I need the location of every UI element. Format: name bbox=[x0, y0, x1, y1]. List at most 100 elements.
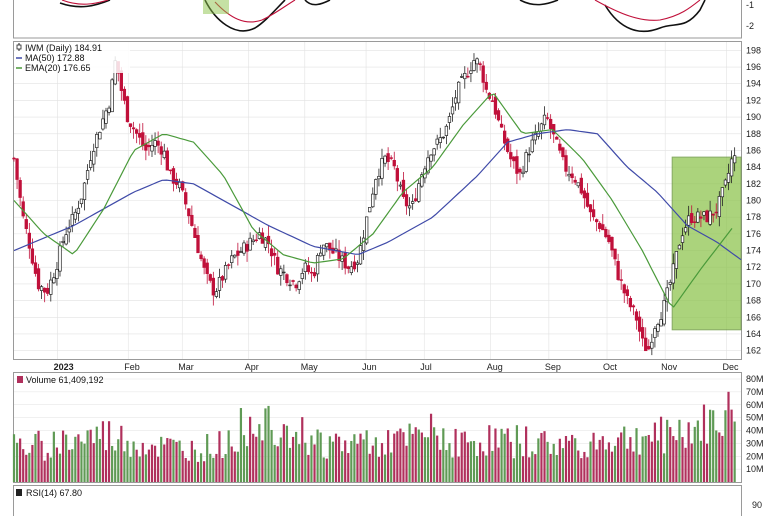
candle bbox=[588, 204, 593, 213]
volume-bar bbox=[316, 429, 319, 482]
volume-bar bbox=[89, 429, 92, 482]
candle bbox=[527, 153, 531, 156]
volume-bar bbox=[684, 447, 687, 482]
candle bbox=[631, 305, 636, 308]
candle bbox=[125, 96, 130, 123]
candle bbox=[162, 150, 166, 159]
candle bbox=[558, 143, 562, 151]
candle bbox=[153, 140, 157, 147]
volume-bar bbox=[589, 441, 592, 482]
volume-bar bbox=[117, 439, 120, 482]
volume-bar bbox=[454, 428, 457, 482]
candle bbox=[380, 158, 384, 179]
volume-bar bbox=[659, 416, 663, 482]
volume-bar bbox=[230, 446, 233, 482]
candle bbox=[49, 279, 53, 295]
candle bbox=[417, 183, 421, 202]
volume-bar bbox=[288, 447, 292, 482]
candle-icon bbox=[16, 43, 22, 51]
volume-bar bbox=[540, 432, 543, 482]
volume-tick-label: 80M bbox=[746, 374, 764, 384]
volume-bar bbox=[429, 413, 433, 482]
candle bbox=[404, 194, 409, 207]
volume-bar bbox=[641, 436, 644, 482]
volume-bar bbox=[574, 438, 577, 482]
volume-bar bbox=[334, 433, 338, 482]
candle bbox=[395, 168, 399, 182]
candle bbox=[668, 281, 672, 285]
volume-bar bbox=[678, 419, 681, 482]
candle bbox=[383, 155, 387, 164]
month-label: Nov bbox=[661, 362, 678, 372]
volume-bar bbox=[74, 436, 77, 482]
candle bbox=[594, 219, 599, 223]
volume-bar bbox=[663, 453, 666, 482]
candle bbox=[539, 123, 544, 132]
rsi-legend-icon bbox=[16, 489, 22, 496]
candle bbox=[530, 139, 534, 153]
candle bbox=[720, 187, 725, 198]
volume-bar bbox=[104, 450, 108, 482]
volume-bar bbox=[709, 409, 712, 482]
volume-bar bbox=[344, 440, 347, 482]
volume-bar bbox=[690, 443, 693, 482]
candle bbox=[95, 133, 99, 149]
candle bbox=[98, 131, 102, 140]
candle bbox=[285, 274, 289, 284]
volume-bar bbox=[279, 437, 282, 482]
volume-bar bbox=[503, 433, 506, 482]
volume-bar bbox=[442, 428, 445, 482]
candle bbox=[358, 245, 363, 265]
candle bbox=[634, 311, 639, 321]
volume-bar bbox=[153, 445, 157, 482]
candle bbox=[361, 237, 366, 251]
volume-bar bbox=[528, 457, 531, 482]
volume-bar bbox=[245, 446, 249, 482]
volume-bar bbox=[521, 456, 525, 482]
candle bbox=[650, 341, 654, 349]
candle bbox=[656, 324, 660, 332]
candle bbox=[193, 227, 197, 238]
volume-bar bbox=[236, 451, 239, 482]
volume-bar bbox=[417, 429, 420, 482]
candle bbox=[680, 235, 685, 243]
candle bbox=[640, 327, 645, 339]
candle bbox=[15, 158, 19, 180]
candle bbox=[355, 262, 360, 265]
highlight-box bbox=[671, 156, 742, 331]
candle bbox=[217, 276, 222, 291]
volume-bar bbox=[448, 443, 451, 482]
candle bbox=[613, 248, 617, 260]
candle bbox=[711, 213, 715, 216]
candle bbox=[457, 81, 461, 104]
candle bbox=[466, 75, 470, 78]
volume-bar bbox=[160, 436, 163, 482]
candle bbox=[190, 214, 194, 226]
candle bbox=[196, 235, 200, 254]
volume-legend: Volume 61,409,192 bbox=[26, 375, 104, 385]
price-tick-label: 178 bbox=[746, 212, 761, 222]
candle bbox=[220, 276, 225, 281]
candle bbox=[328, 242, 332, 251]
volume-bar bbox=[491, 450, 494, 482]
volume-bar bbox=[371, 445, 374, 482]
volume-bar bbox=[252, 433, 255, 482]
volume-bar bbox=[19, 438, 22, 482]
candle bbox=[503, 130, 507, 144]
volume-bar bbox=[261, 440, 264, 482]
legend-box-bg bbox=[15, 42, 130, 73]
candle bbox=[732, 155, 737, 164]
volume-bar bbox=[727, 391, 730, 482]
candle bbox=[524, 152, 528, 172]
candle bbox=[619, 279, 623, 281]
candle bbox=[365, 216, 369, 244]
candle bbox=[128, 123, 133, 127]
legend-ma50: MA(50) 172.88 bbox=[25, 53, 85, 63]
volume-bar bbox=[203, 461, 206, 482]
candle bbox=[499, 123, 504, 128]
candle bbox=[211, 277, 215, 296]
candle bbox=[18, 180, 22, 198]
volume-bar bbox=[310, 435, 313, 482]
volume-bar bbox=[34, 433, 37, 482]
candle bbox=[420, 174, 424, 187]
